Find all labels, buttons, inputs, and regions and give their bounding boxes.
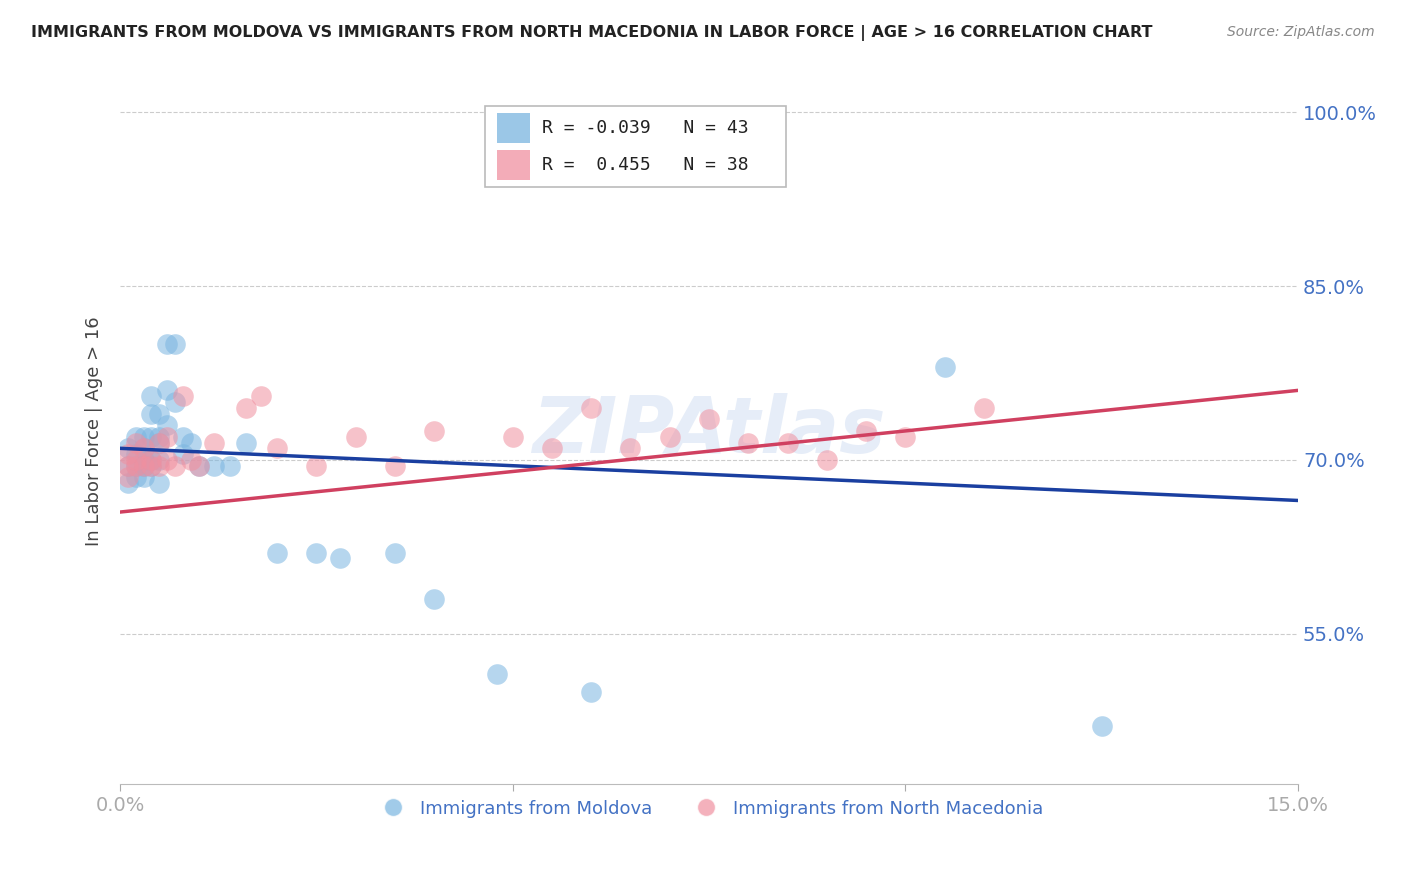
Point: [894, 430, 917, 444]
Point: [117, 442, 139, 456]
Point: [172, 447, 194, 461]
Point: [172, 389, 194, 403]
Point: [132, 442, 155, 456]
Point: [180, 453, 202, 467]
Point: [148, 453, 170, 467]
Point: [117, 458, 139, 473]
Point: [117, 447, 139, 461]
Point: [156, 430, 179, 444]
Point: [855, 424, 877, 438]
Point: [141, 430, 163, 444]
Point: [124, 470, 146, 484]
Point: [305, 546, 328, 560]
Point: [156, 418, 179, 433]
Point: [187, 458, 209, 473]
Point: [156, 337, 179, 351]
Point: [132, 430, 155, 444]
Point: [423, 592, 446, 607]
Text: Source: ZipAtlas.com: Source: ZipAtlas.com: [1227, 25, 1375, 39]
Point: [384, 458, 406, 473]
Point: [132, 458, 155, 473]
Point: [124, 435, 146, 450]
Point: [815, 453, 838, 467]
Point: [934, 360, 956, 375]
Point: [384, 546, 406, 560]
Point: [132, 453, 155, 467]
Point: [1091, 719, 1114, 733]
Point: [619, 442, 641, 456]
Point: [124, 458, 146, 473]
Point: [141, 458, 163, 473]
Point: [973, 401, 995, 415]
Point: [124, 447, 146, 461]
FancyBboxPatch shape: [485, 106, 786, 187]
Point: [202, 458, 225, 473]
Point: [117, 476, 139, 491]
Y-axis label: In Labor Force | Age > 16: In Labor Force | Age > 16: [86, 316, 103, 546]
Text: ZIPAtlas: ZIPAtlas: [533, 393, 886, 469]
Point: [132, 458, 155, 473]
Point: [172, 430, 194, 444]
Point: [141, 453, 163, 467]
Point: [329, 551, 352, 566]
Point: [344, 430, 367, 444]
Text: R =  0.455   N = 38: R = 0.455 N = 38: [541, 156, 748, 174]
Point: [423, 424, 446, 438]
Point: [156, 384, 179, 398]
Point: [266, 546, 288, 560]
Point: [148, 435, 170, 450]
Point: [124, 430, 146, 444]
Point: [163, 337, 186, 351]
Point: [579, 401, 602, 415]
Point: [141, 453, 163, 467]
Point: [485, 667, 508, 681]
Point: [163, 395, 186, 409]
Point: [148, 476, 170, 491]
Point: [141, 389, 163, 403]
Point: [219, 458, 242, 473]
Text: R = -0.039   N = 43: R = -0.039 N = 43: [541, 119, 748, 136]
Point: [502, 430, 524, 444]
Point: [117, 458, 139, 473]
Point: [737, 435, 759, 450]
Point: [141, 407, 163, 421]
Point: [148, 458, 170, 473]
Point: [266, 442, 288, 456]
Point: [658, 430, 681, 444]
Point: [776, 435, 799, 450]
Point: [250, 389, 273, 403]
Point: [305, 458, 328, 473]
Point: [132, 470, 155, 484]
Point: [148, 430, 170, 444]
Point: [148, 435, 170, 450]
Point: [148, 407, 170, 421]
Point: [132, 442, 155, 456]
Point: [141, 458, 163, 473]
Point: [235, 435, 257, 450]
FancyBboxPatch shape: [496, 112, 530, 143]
Point: [156, 453, 179, 467]
Point: [163, 458, 186, 473]
Point: [541, 442, 564, 456]
Point: [187, 458, 209, 473]
Point: [202, 435, 225, 450]
Point: [117, 470, 139, 484]
Legend: Immigrants from Moldova, Immigrants from North Macedonia: Immigrants from Moldova, Immigrants from…: [367, 792, 1050, 825]
Point: [124, 458, 146, 473]
Point: [124, 453, 146, 467]
Text: IMMIGRANTS FROM MOLDOVA VS IMMIGRANTS FROM NORTH MACEDONIA IN LABOR FORCE | AGE : IMMIGRANTS FROM MOLDOVA VS IMMIGRANTS FR…: [31, 25, 1153, 41]
Point: [579, 684, 602, 698]
Point: [180, 435, 202, 450]
Point: [697, 412, 720, 426]
FancyBboxPatch shape: [496, 150, 530, 180]
Point: [235, 401, 257, 415]
